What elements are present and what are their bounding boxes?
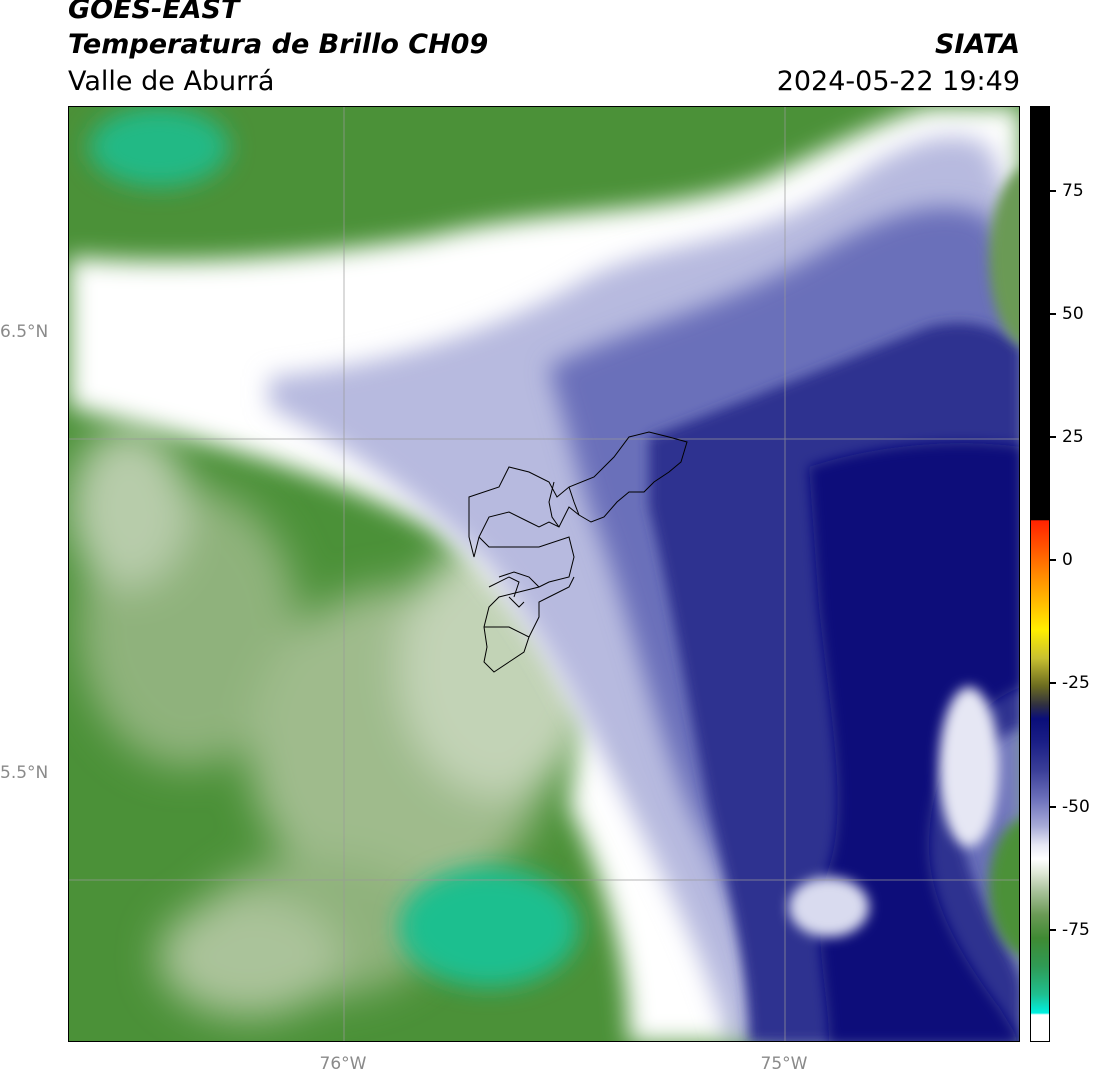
colorbar-tick	[1050, 929, 1056, 931]
light-green-areas	[69, 427, 599, 1017]
colorbar-label-75: 75	[1062, 181, 1084, 201]
colorbar-label-minus-50: -50	[1062, 797, 1090, 817]
colorbar-tick	[1050, 806, 1056, 808]
map-canvas	[69, 107, 1019, 1041]
agency-title: SIATA	[934, 29, 1020, 60]
colorbar	[1030, 106, 1050, 1042]
lat-label-6-5: 6.5°N	[0, 322, 49, 342]
northeast-green	[989, 169, 1019, 955]
lat-label-5-5: 5.5°N	[0, 763, 49, 783]
lon-label-75w: 75°W	[760, 1054, 808, 1074]
teal-areas	[89, 107, 579, 987]
product-title: Temperatura de Brillo CH09	[68, 29, 489, 60]
colorbar-tick	[1050, 436, 1056, 438]
colorbar-tick	[1050, 313, 1056, 315]
satellite-title: GOES-EAST	[68, 0, 240, 25]
colorbar-tick	[1050, 190, 1056, 192]
colorbar-label-50: 50	[1062, 304, 1084, 324]
municipal-boundaries	[468, 431, 688, 673]
brightness-temperature-map	[68, 106, 1020, 1042]
colorbar-tick	[1050, 559, 1056, 561]
colorbar-label-minus-25: -25	[1062, 673, 1090, 693]
colorbar-label-0: 0	[1062, 550, 1073, 570]
colorbar-label-minus-75: -75	[1062, 920, 1090, 940]
graticule	[69, 107, 1019, 1041]
region-title: Valle de Aburrá	[68, 66, 275, 97]
colorbar-tick	[1050, 682, 1056, 684]
lon-label-76w: 76°W	[319, 1054, 367, 1074]
east-white-patches	[789, 687, 999, 937]
datetime-label: 2024-05-22 19:49	[776, 66, 1020, 97]
colorbar-label-25: 25	[1062, 427, 1084, 447]
